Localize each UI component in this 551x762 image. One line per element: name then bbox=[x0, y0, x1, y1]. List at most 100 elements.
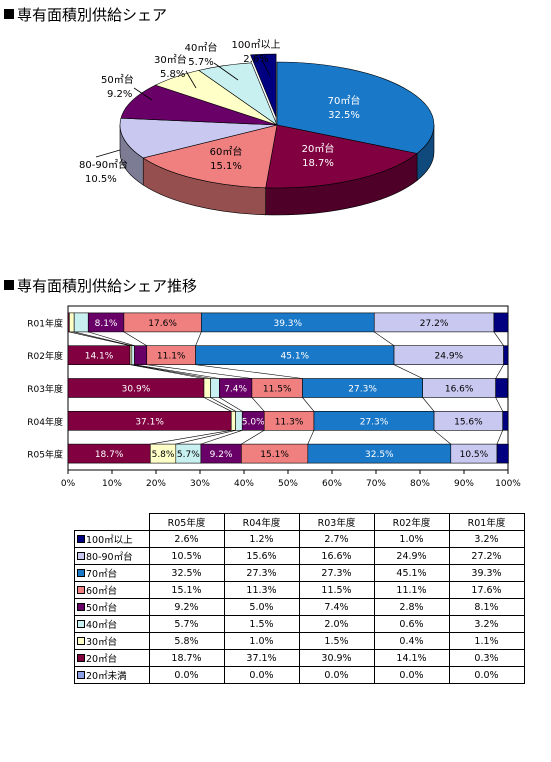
legend-swatch bbox=[77, 603, 85, 611]
table-row-label: 40㎡台 bbox=[74, 615, 150, 633]
legend-swatch bbox=[77, 671, 85, 679]
bar-series-line bbox=[134, 364, 220, 379]
bar-data-label: 11.5% bbox=[263, 385, 292, 395]
pie-value-40: 5.7% bbox=[188, 57, 213, 68]
table-cell: 11.1% bbox=[373, 581, 450, 599]
bar-data-label: 15.1% bbox=[260, 450, 289, 460]
table-cell: 27.3% bbox=[223, 564, 300, 582]
x-tick-label: 80% bbox=[410, 479, 430, 489]
bar-segment-50 bbox=[134, 345, 148, 366]
bar-series-line bbox=[175, 430, 236, 445]
bar-segment-30 bbox=[203, 378, 211, 398]
pie-value-20: 18.7% bbox=[302, 158, 334, 169]
table-corner-cell bbox=[74, 513, 150, 531]
pie-slice-70 bbox=[276, 61, 435, 154]
table-cell: 3.2% bbox=[448, 615, 525, 633]
table-cell: 5.7% bbox=[148, 615, 225, 633]
table-cell: 1.0% bbox=[223, 632, 300, 650]
bar-series-line bbox=[200, 430, 243, 445]
table-row: 100㎡以上 2.6% 1.2% 2.7% 1.0% 3.2% bbox=[74, 530, 525, 548]
table-row: 50㎡台 9.2% 5.0% 7.4% 2.8% 8.1% bbox=[74, 598, 525, 616]
pie-label-70: 70㎡台 bbox=[328, 94, 361, 107]
bar-data-label: 11.3% bbox=[275, 417, 304, 427]
table-cell: 30.9% bbox=[298, 649, 375, 667]
pie-label-80: 80-90㎡台 bbox=[79, 158, 128, 171]
table-cell: 5.8% bbox=[148, 632, 225, 650]
table-cell: 0.0% bbox=[223, 666, 300, 684]
pie-label-40: 40㎡台 bbox=[185, 41, 218, 54]
bar-series-line bbox=[302, 397, 315, 412]
bar-series-line bbox=[203, 397, 232, 412]
bar-data-label: 10.5% bbox=[460, 450, 489, 460]
bar-data-label: 5.8% bbox=[152, 450, 175, 460]
pie-slice-40 bbox=[198, 62, 278, 126]
pie-slice-80 bbox=[119, 117, 278, 159]
pie-chart: 100㎡以上 2.6% 70㎡台 32.5% 20㎡台 18.7% 60㎡台 15.1% 80-… bbox=[79, 39, 435, 216]
bar-data-label: 37.1% bbox=[135, 417, 164, 427]
table-row: 70㎡台 32.5% 27.3% 27.3% 45.1% 39.3% bbox=[74, 564, 525, 582]
x-tick-label: 10% bbox=[102, 479, 122, 489]
table-cell: 16.6% bbox=[298, 547, 375, 565]
table-cell: 14.1% bbox=[373, 649, 450, 667]
share-table: R05年度 R04年度 R03年度 R02年度 R01年度 100㎡以上 2.6% 1.2%… bbox=[74, 513, 525, 684]
bar-chart-title: 専有面積別供給シェア推移 bbox=[4, 275, 197, 296]
pie-value-100: 2.6% bbox=[243, 54, 268, 65]
pie-label-50: 50㎡台 bbox=[101, 73, 134, 86]
table-cell: 1.2% bbox=[223, 530, 300, 548]
table-cell: 1.0% bbox=[373, 530, 450, 548]
bar-series-line bbox=[495, 397, 503, 412]
table-cell: 15.1% bbox=[148, 581, 225, 599]
bar-segment-40 bbox=[73, 312, 89, 333]
table-cell: 9.2% bbox=[148, 598, 225, 616]
table-column-header: R01年度 bbox=[448, 513, 525, 531]
table-row-label: 60㎡台 bbox=[74, 581, 150, 599]
bar-series-line bbox=[195, 331, 202, 346]
table-row: 20㎡台 18.7% 37.1% 30.9% 14.1% 0.3% bbox=[74, 649, 525, 667]
table-row-label: 20㎡未満 bbox=[74, 666, 150, 684]
table-row: 20㎡未満 0.0% 0.0% 0.0% 0.0% 0.0% bbox=[74, 666, 525, 684]
legend-swatch bbox=[77, 552, 85, 560]
bar-data-label: 9.2% bbox=[210, 450, 233, 460]
table-row-label: 50㎡台 bbox=[74, 598, 150, 616]
bar-data-label: 17.6% bbox=[148, 319, 177, 329]
bar-series-line bbox=[493, 331, 504, 346]
bar-data-label: 7.4% bbox=[224, 385, 247, 395]
table-column-header: R05年度 bbox=[148, 513, 225, 531]
table-cell: 32.5% bbox=[148, 564, 225, 582]
x-tick-label: 0% bbox=[61, 479, 76, 489]
bar-series-line bbox=[495, 364, 504, 379]
bar-data-label: 45.1% bbox=[281, 352, 310, 362]
bar-segment-100 bbox=[493, 312, 509, 333]
pie-value-30: 5.8% bbox=[160, 69, 185, 80]
pie-slice-60 bbox=[142, 124, 278, 189]
pie-leader-30 bbox=[185, 70, 197, 89]
legend-swatch bbox=[77, 569, 85, 577]
table-cell: 8.1% bbox=[448, 598, 525, 616]
table-cell: 0.4% bbox=[373, 632, 450, 650]
pie-value-70: 32.5% bbox=[328, 110, 360, 121]
bar-series-line bbox=[496, 430, 503, 445]
legend-swatch bbox=[77, 637, 85, 645]
table-row-label: 30㎡台 bbox=[74, 632, 150, 650]
bar-series-line bbox=[88, 331, 135, 346]
bar-data-label: 11.1% bbox=[157, 352, 186, 362]
table-row-label: 80-90㎡台 bbox=[74, 547, 150, 565]
table-cell: 37.1% bbox=[223, 649, 300, 667]
table-row-label: 70㎡台 bbox=[74, 564, 150, 582]
table-column-header: R02年度 bbox=[373, 513, 450, 531]
table-cell: 2.6% bbox=[148, 530, 225, 548]
bar-data-label: 30.9% bbox=[122, 385, 151, 395]
x-tick-label: 70% bbox=[366, 479, 386, 489]
x-tick-label: 40% bbox=[234, 479, 254, 489]
table-column-header: R03年度 bbox=[298, 513, 375, 531]
bar-segment-30 bbox=[69, 312, 75, 333]
table-cell: 0.0% bbox=[373, 666, 450, 684]
bar-category-label: R02年度 bbox=[27, 350, 63, 362]
pie-label-30: 30㎡台 bbox=[154, 53, 187, 66]
bar-series-line bbox=[422, 397, 435, 412]
legend-swatch bbox=[77, 535, 85, 543]
bar-category-label: R04年度 bbox=[27, 416, 63, 428]
table-cell: 39.3% bbox=[448, 564, 525, 582]
bar-series-line bbox=[150, 430, 232, 445]
table-cell: 3.2% bbox=[448, 530, 525, 548]
